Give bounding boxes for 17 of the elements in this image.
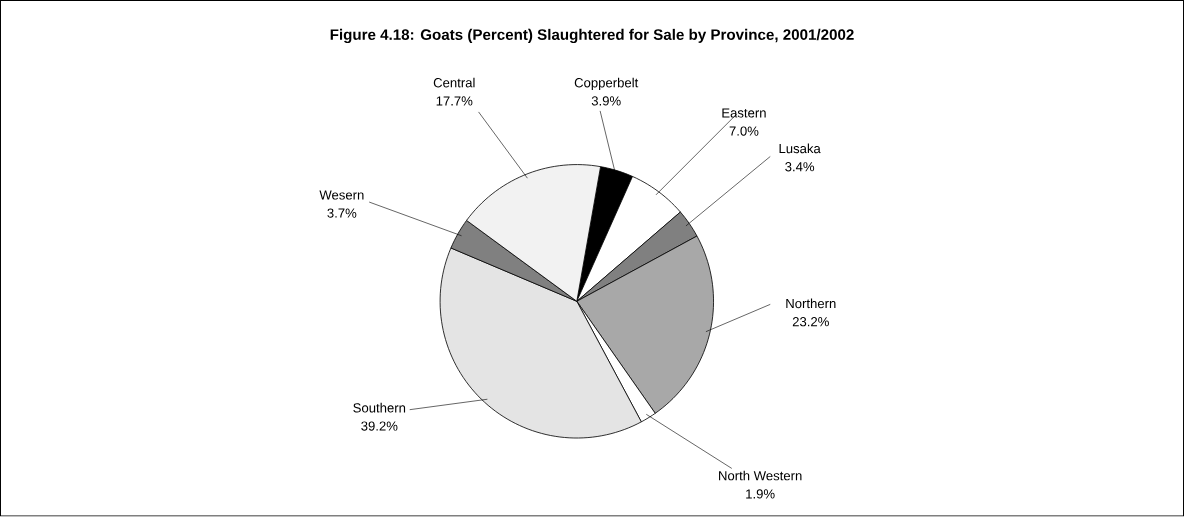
slice-label: North Western	[719, 470, 802, 481]
data-label: 3.7%	[327, 208, 357, 218]
slice-label: Central	[433, 78, 475, 88]
slice-label: Wesern	[319, 190, 364, 200]
slice-label: Copperbelt	[574, 77, 639, 91]
data-label: 17.7%	[436, 96, 473, 106]
slice-label: Lusaka	[779, 143, 821, 154]
data-label: 23.2%	[792, 317, 829, 327]
data-label: 7.0%	[729, 126, 759, 136]
data-label: 3.9%	[591, 96, 621, 106]
slice-label: Southern	[353, 403, 406, 413]
data-label: 3.4%	[785, 162, 815, 172]
data-label: 39.2%	[361, 421, 398, 431]
chart-title: Figure 4.18: Goats (Percent) Slaughtered for Sale by Province, 2001/2002	[330, 29, 854, 44]
data-label: 1.9%	[746, 489, 775, 499]
slice-label: Eastern	[722, 108, 766, 118]
slice-label: Northern	[786, 298, 836, 309]
